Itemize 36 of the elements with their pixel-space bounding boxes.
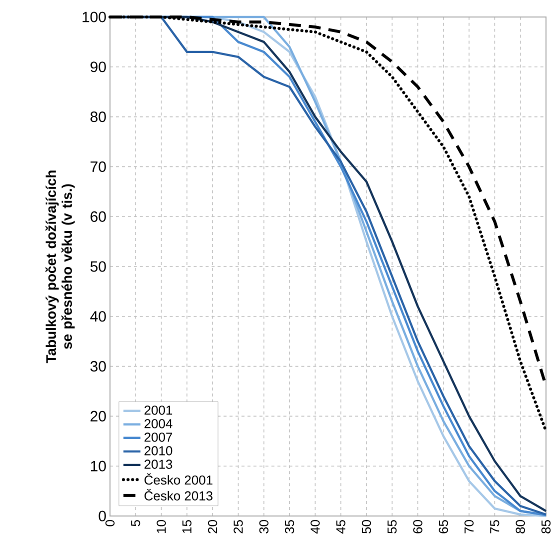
x-tick-label: 80 [516,520,525,534]
legend-label: 2013 [144,460,172,469]
y-tick-label: 60 [90,211,106,222]
y-tick-label: 30 [90,361,106,372]
legend-label: Česko 2001 [144,473,212,485]
x-tick-label: 35 [284,520,294,534]
x-tick-label: 70 [464,520,474,534]
y-tick-label: 50 [90,261,106,272]
y-tick-label: 20 [90,410,106,422]
x-tick-label: 55 [388,520,397,534]
x-tick-label: 5 [131,520,140,526]
y-tick-label: 90 [90,62,106,72]
x-tick-label: 0 [105,520,115,526]
legend-label: 2004 [144,419,172,428]
legend-label: Česko 2013 [144,489,212,500]
x-tick-label: 75 [490,520,500,534]
y-tick-label: 10 [91,460,106,472]
x-tick-label: 60 [413,520,422,534]
x-tick-label: 30 [259,520,268,534]
x-tick-label: 10 [156,520,166,533]
x-tick-label: 45 [336,520,346,534]
legend-label: 2007 [144,432,172,442]
y-axis-title: Tabulkový počet dožívajících se přesného věku (v tis.) [45,170,75,364]
y-tick-label: 80 [90,112,106,122]
y-tick-label: 40 [90,311,106,322]
legend-label: 2001 [144,406,172,415]
x-tick-label: 20 [208,520,218,534]
x-tick-label: 40 [310,520,320,534]
y-tick-label: 70 [90,161,106,172]
x-tick-label: 15 [182,520,192,533]
x-tick-label: 65 [438,520,448,534]
x-tick-label: 50 [362,520,372,534]
x-tick-label: 25 [234,520,243,534]
legend-label: 2010 [144,446,172,456]
y-tick-label: 100 [82,12,106,22]
x-tick-label: 85 [541,520,551,534]
